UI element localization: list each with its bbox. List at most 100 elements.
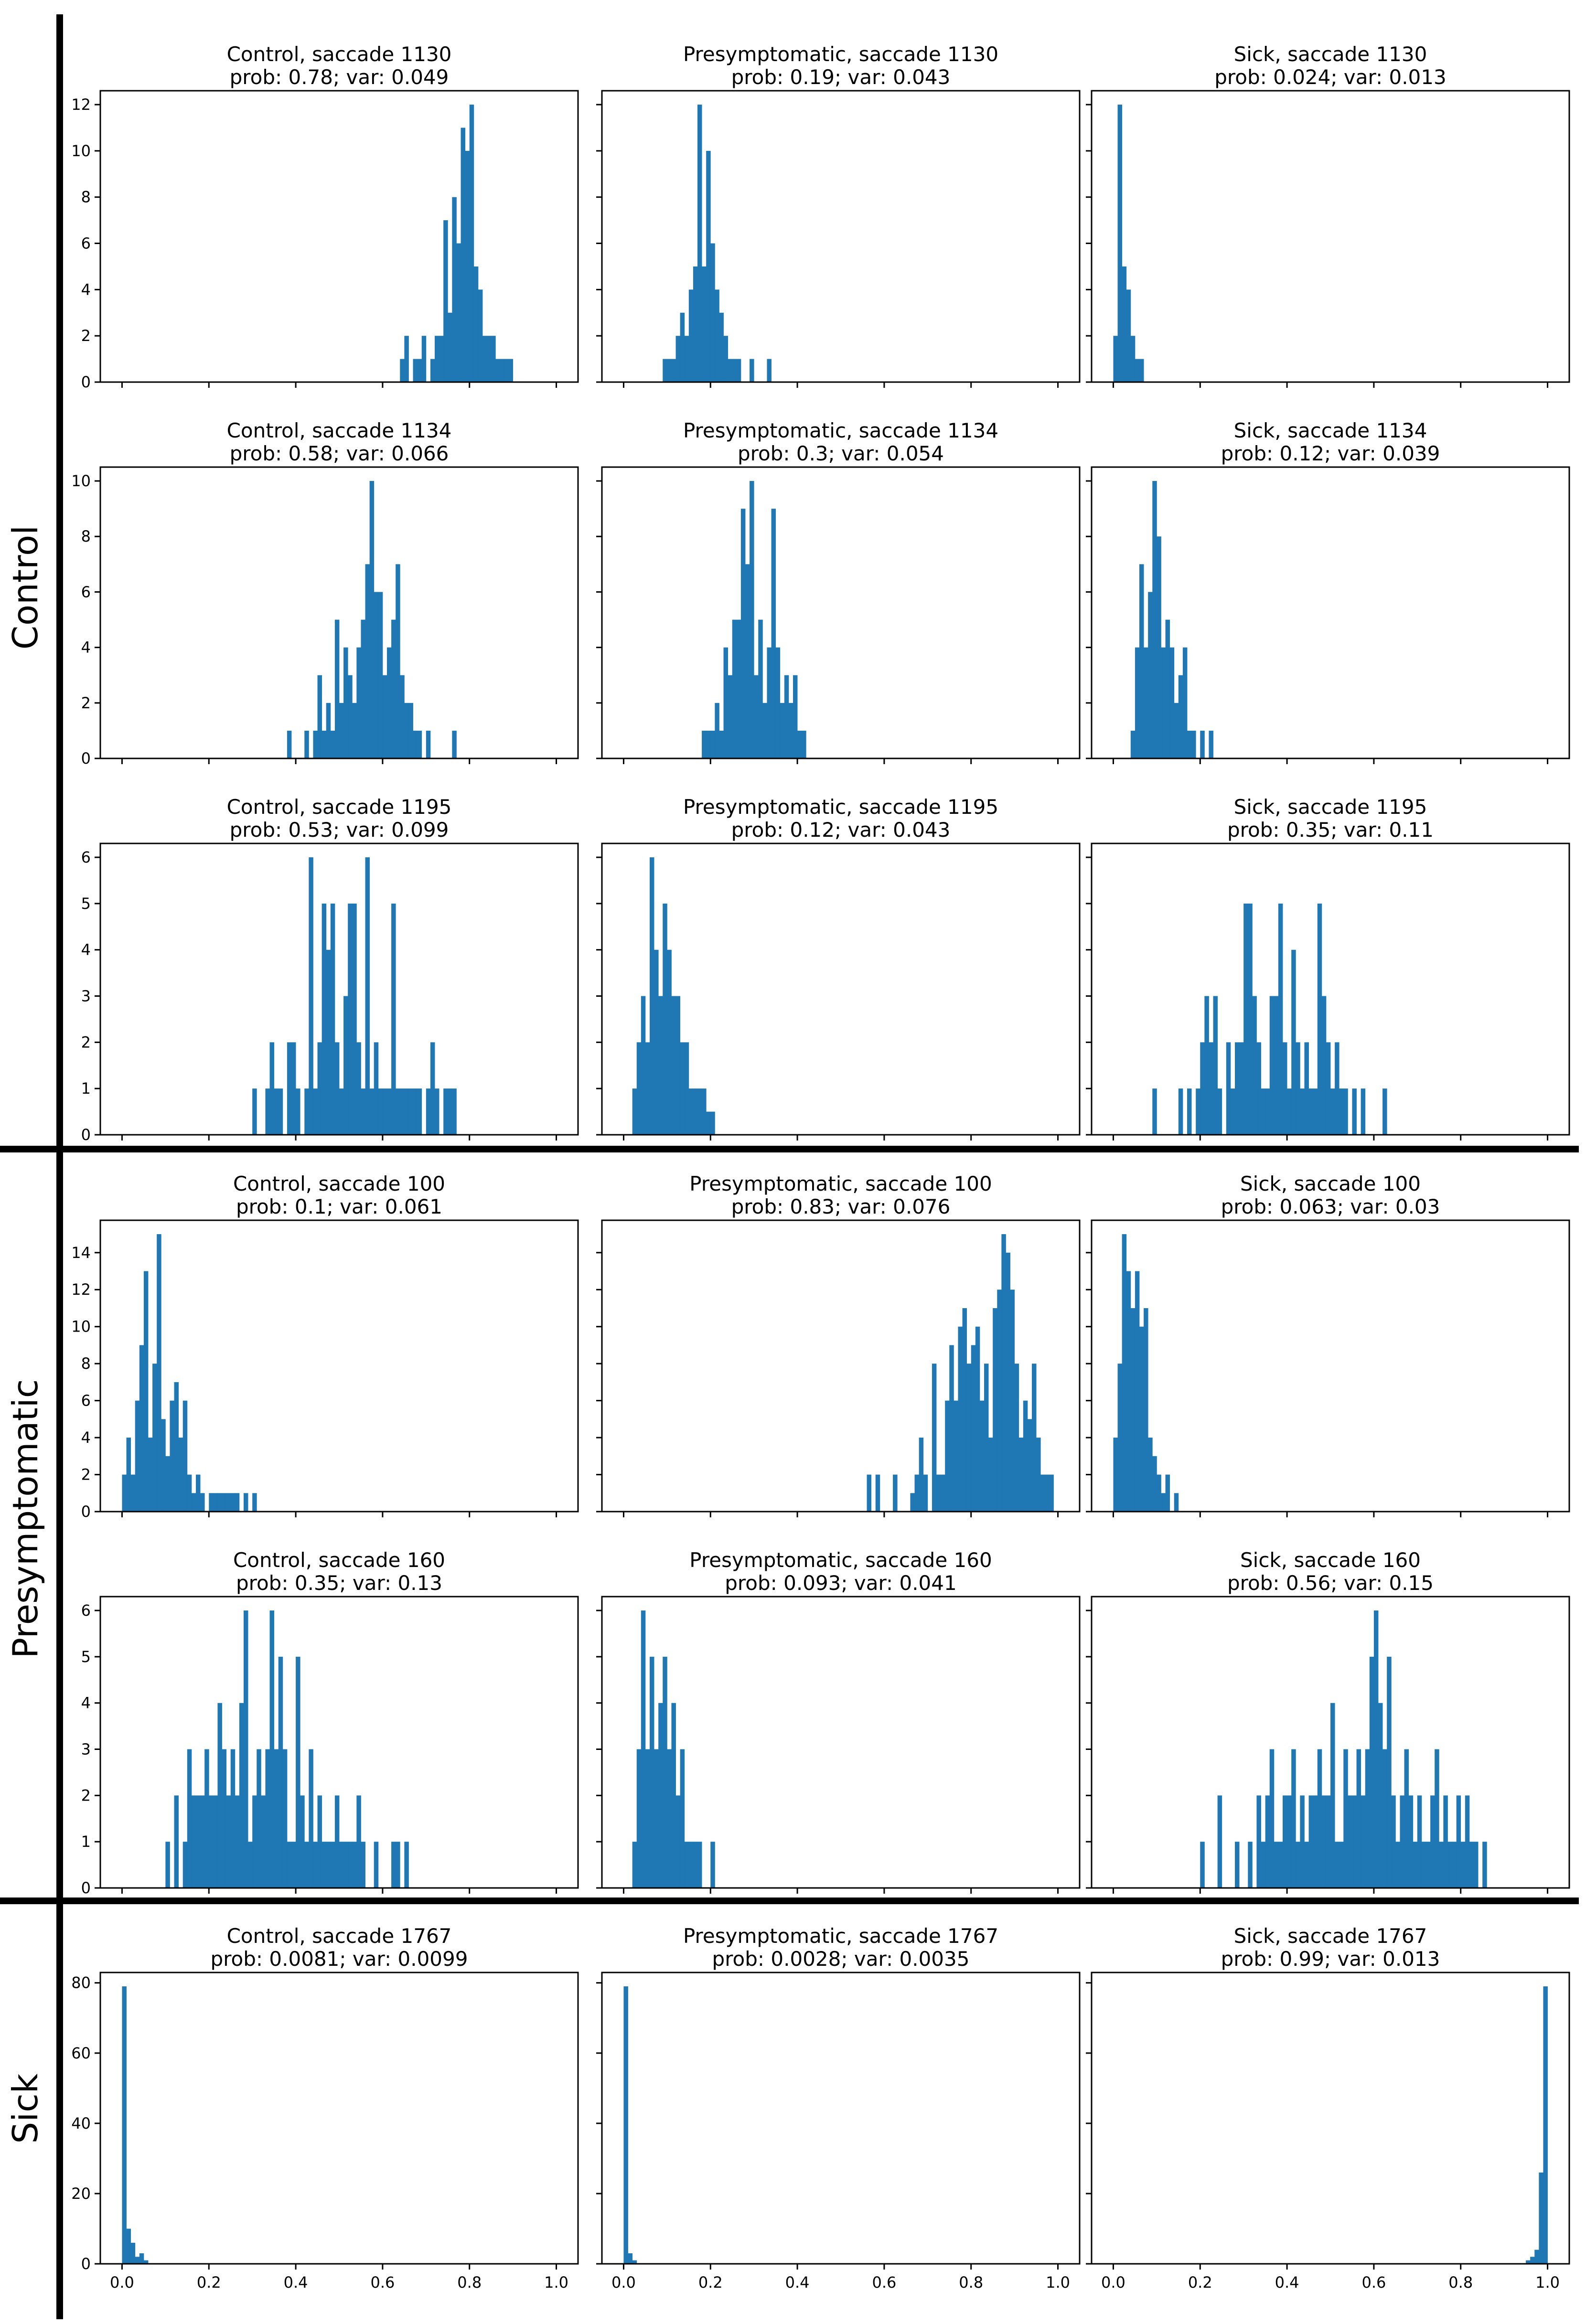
histogram-bar [482,336,487,382]
histogram-bar [654,949,659,1135]
histogram-bar [784,675,789,758]
axes-frame [601,1972,1081,2265]
histogram-bar [1421,1842,1426,1888]
histogram-bar [235,1493,240,1512]
histogram-bar [321,903,327,1135]
histogram-bar [688,1088,694,1135]
histogram-bar [343,996,348,1135]
histogram-bar [1117,105,1123,383]
histogram-bar [641,996,646,1135]
histogram-bar [1452,1842,1457,1888]
histogram-bar [997,1290,1002,1512]
histogram-bar [1126,1271,1131,1512]
histogram-bar [623,1986,628,2264]
histogram-bar [435,1088,439,1135]
histogram-bar [1139,1326,1144,1512]
histogram-bar [1343,1749,1348,1888]
histogram-bar [641,1610,646,1888]
y-tick-label: 0 [81,749,91,768]
histogram-bar [404,1088,409,1135]
histogram-bar [435,336,439,382]
histogram-bar [667,359,672,382]
histogram-bar [365,857,370,1135]
histogram-bar [628,2253,633,2264]
histogram-bar [658,996,663,1135]
histogram-bar [348,675,353,758]
histogram-bar [1165,1474,1170,1512]
x-tick-label: 0.8 [457,2273,482,2292]
histogram-bar [404,703,409,758]
histogram-bar [1274,1842,1279,1888]
x-tick-label: 0.2 [197,2273,221,2292]
histogram-bar [1174,1493,1179,1512]
histogram-bar [404,1842,409,1888]
histogram-bar [400,675,405,758]
y-tick-label: 2 [81,1033,91,1051]
histogram-bar [413,1088,418,1135]
axes-frame [99,1972,579,2265]
histogram-bar [478,289,483,382]
histogram-bar [1443,1795,1448,1888]
histogram-bar [1469,1842,1474,1888]
histogram-bar [645,1749,650,1888]
histogram-bar [1036,1438,1041,1512]
histogram-bar [762,703,767,758]
panel-subtitle: prob: 0.35; var: 0.11 [1227,818,1434,842]
histogram-bar [135,1400,140,1512]
histogram-bar [126,2228,131,2264]
histogram-bar [321,1842,327,1888]
histogram-bar [1321,1795,1327,1888]
histogram-bar [758,619,763,758]
histogram-bar [1391,1795,1396,1888]
histogram-bar [187,1749,192,1888]
histogram-bar [1361,1088,1366,1135]
histogram-bar [1326,1042,1331,1135]
histogram-bar [1456,1795,1461,1888]
y-tick-label: 40 [71,2114,91,2132]
histogram-bar [278,1656,283,1888]
y-tick-label: 1 [81,1833,91,1851]
histogram-bar [1317,903,1322,1135]
histogram-bar [143,1271,149,1512]
histogram-bar [1308,1795,1314,1888]
histogram-bar [304,730,309,758]
histogram-bar [1161,1493,1166,1512]
histogram-bar [152,1364,157,1512]
histogram-bar [723,647,729,758]
histogram-bar [348,1842,353,1888]
histogram-bar [684,1842,689,1888]
histogram-bar [684,1042,689,1135]
histogram-bar [1352,1088,1357,1135]
histogram-bar [723,336,729,382]
histogram-bar [1165,619,1170,758]
y-tick-label: 3 [81,987,91,1005]
histogram-bar [378,1088,383,1135]
histogram-bar [244,1493,248,1512]
histogram-bar [750,359,754,382]
y-tick-label: 20 [71,2185,91,2203]
x-tick-label: 0.6 [370,2273,395,2292]
histogram-bar [1239,1042,1244,1135]
histogram-bar [706,150,711,382]
histogram-bar [697,1088,702,1135]
axes-frame [1091,90,1570,383]
histogram-bar [452,730,457,758]
y-tick-label: 8 [81,527,91,545]
histogram-bar [1213,996,1218,1135]
histogram-bar [417,1088,422,1135]
histogram-bar [161,1419,166,1512]
histogram-bar [732,619,737,758]
histogram-bar [1178,1088,1183,1135]
panel-subtitle: prob: 0.0028; var: 0.0035 [712,1947,970,1971]
histogram-bar [1001,1234,1006,1512]
x-tick-label: 0.2 [1188,2273,1212,2292]
histogram-bar [139,2253,144,2264]
x-tick-label: 0.0 [611,2273,636,2292]
histogram-bar [465,150,470,382]
axes-frame [601,90,1081,383]
histogram-bar [400,1088,405,1135]
histogram-bar [139,1345,144,1512]
histogram-bar [374,1042,379,1135]
